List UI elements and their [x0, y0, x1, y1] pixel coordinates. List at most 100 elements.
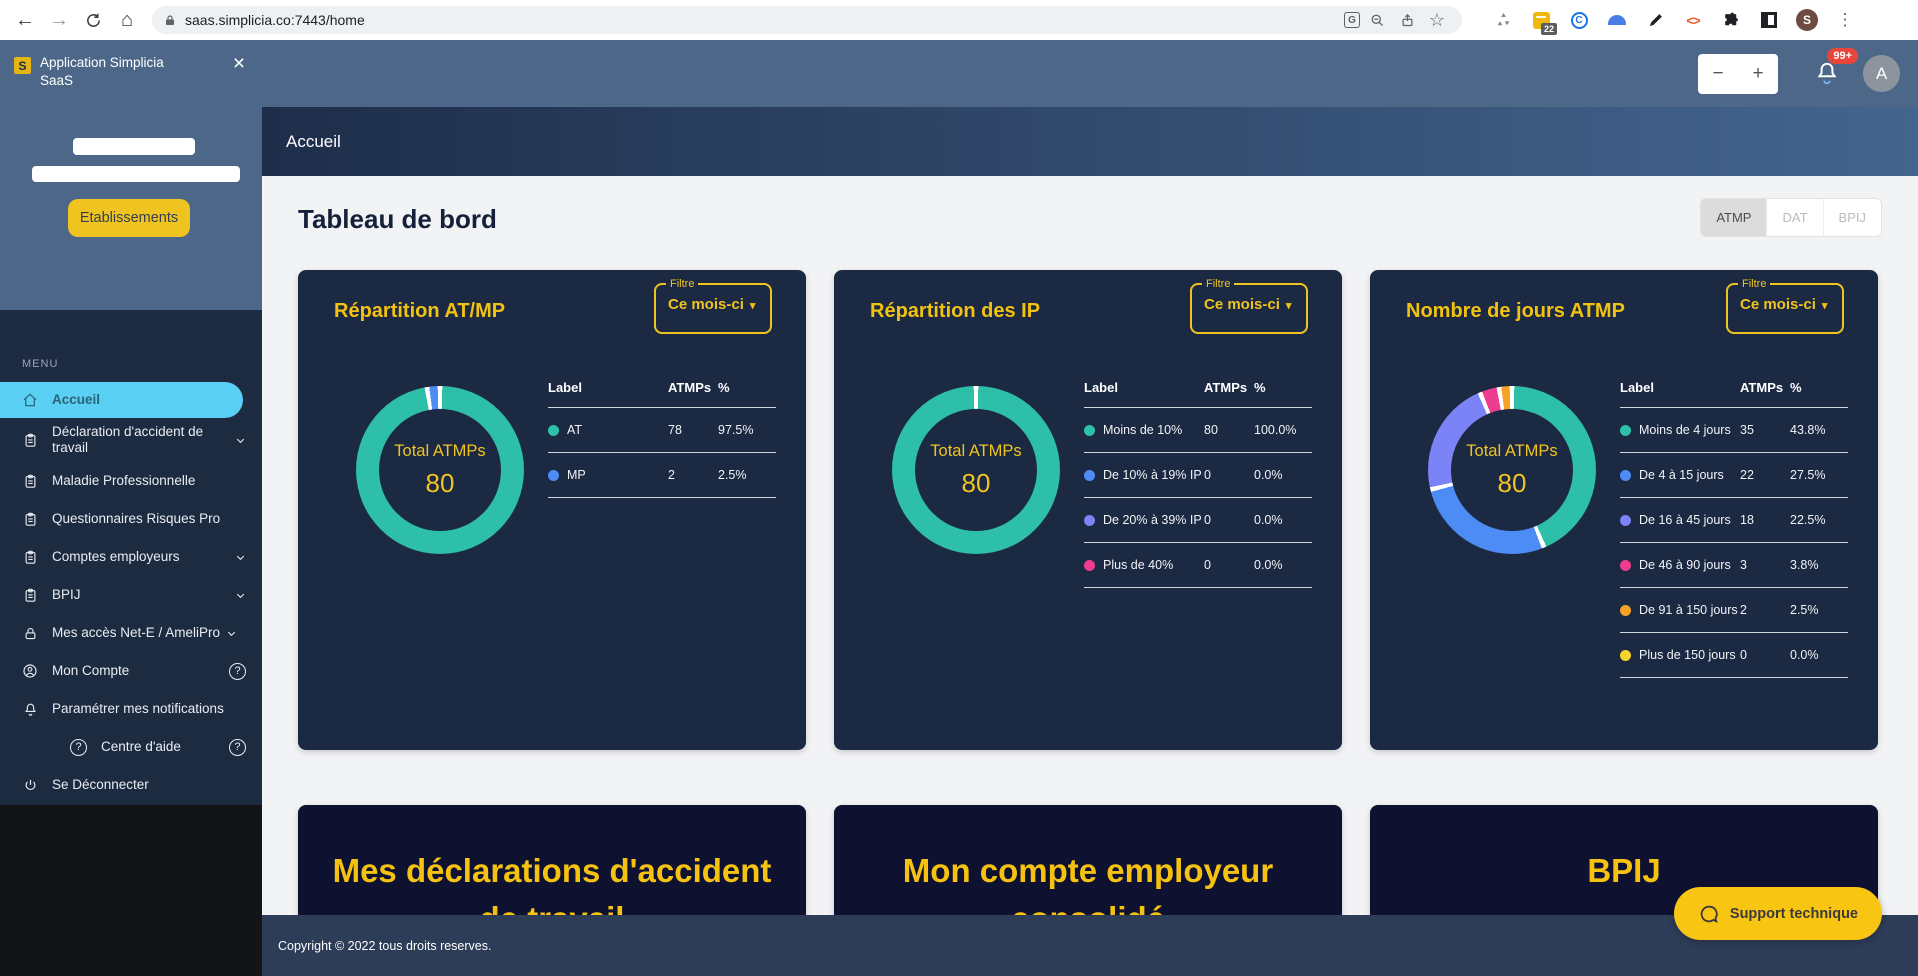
home-button[interactable]: ⌂ [120, 8, 134, 31]
code-extension-icon[interactable]: <> [1686, 12, 1700, 28]
chevron-down-icon [235, 590, 246, 601]
caret-down-icon: ▾ [1821, 300, 1828, 312]
help-icon[interactable]: ? [229, 662, 246, 680]
bell-icon [22, 701, 38, 717]
series-dot [1620, 604, 1631, 616]
table-row: De 16 à 45 jours 18 22.5% [1620, 498, 1848, 543]
help-icon[interactable]: ? [228, 738, 246, 756]
arc-extension-icon[interactable] [1606, 9, 1628, 31]
donut-total-value: 80 [961, 467, 991, 498]
clipboard-icon [22, 587, 38, 603]
sidebar: S Application Simplicia SaaS × Etablisse… [0, 40, 262, 976]
sidebar-item-parametrer-notifications[interactable]: Paramétrer mes notifications [0, 690, 262, 728]
zoom-in-button[interactable]: + [1752, 63, 1764, 84]
share-icon[interactable] [1394, 9, 1420, 31]
chart-cards-row: Répartition AT/MP Filtre Ce mois-ci ▾ Tot… [298, 270, 1882, 750]
series-dot [548, 469, 559, 481]
table-row: De 91 à 150 jours 2 2.5% [1620, 588, 1848, 633]
clipboard-icon [22, 473, 38, 489]
skeleton-bar [73, 138, 195, 155]
sidebar-item-declaration-accident[interactable]: Déclaration d'accident de travail [0, 418, 262, 462]
table-row: Moins de 10% 80 100.0% [1084, 408, 1312, 453]
donut-total-value: 80 [425, 467, 455, 498]
sidebar-item-comptes-employeurs[interactable]: Comptes employeurs [0, 538, 262, 576]
tab-atmp[interactable]: ATMP [1701, 199, 1767, 236]
chevron-down-icon [235, 552, 246, 563]
extensions-bar: 22 C <> S ⋮ [1476, 9, 1856, 35]
notifications-bell[interactable]: 99+ [1814, 48, 1858, 90]
card-nombre-jours-atmp: Nombre de jours ATMP Filtre Ce mois-ci ▾ … [1370, 270, 1878, 750]
pencil-extension-icon[interactable] [1644, 9, 1666, 31]
page-banner: Accueil [262, 107, 1918, 176]
etablissements-button[interactable]: Etablissements [68, 199, 190, 237]
table-row: Plus de 40% 0 0.0% [1084, 543, 1312, 588]
series-dot [1084, 559, 1095, 571]
filter-dropdown[interactable]: Filtre Ce mois-ci ▾ [1726, 278, 1844, 334]
series-dot [1620, 424, 1631, 436]
translate-icon[interactable]: G [1344, 12, 1360, 28]
window-extension-icon[interactable] [1758, 9, 1780, 31]
zoom-search-icon[interactable] [1364, 9, 1390, 31]
card-repartition-ip: Répartition des IP Filtre Ce mois-ci ▾ To… [834, 270, 1342, 750]
bookmark-star-icon[interactable]: ☆ [1428, 9, 1446, 30]
sidebar-item-se-deconnecter[interactable]: Se Déconnecter [0, 766, 262, 804]
series-dot [1620, 514, 1631, 526]
series-dot [1084, 424, 1095, 436]
support-button[interactable]: Support technique [1673, 887, 1882, 940]
sidebar-item-accueil[interactable]: Accueil [0, 382, 243, 418]
notification-badge: 99+ [1827, 48, 1858, 64]
table-row: De 20% à 39% IP 0 0.0% [1084, 498, 1312, 543]
clipboard-icon [22, 511, 38, 527]
question-icon: ? [70, 738, 88, 756]
back-button[interactable]: ← [15, 8, 35, 31]
sidebar-item-mes-acces[interactable]: Mes accès Net-E / AmeliPro [0, 614, 262, 652]
caret-down-icon: ▾ [1285, 300, 1292, 312]
donut-center-label: Total ATMPs [394, 441, 486, 460]
app-logo: S [14, 57, 31, 74]
view-toggle-group: ATMP DAT BPIJ [1700, 198, 1882, 237]
sidebar-item-maladie-professionnelle[interactable]: Maladie Professionnelle [0, 462, 262, 500]
app-root: S Application Simplicia SaaS × Etablisse… [0, 40, 1918, 976]
dashboard-content: Tableau de bord ATMP DAT BPIJ Répartitio… [262, 176, 1918, 976]
clipboard-icon [22, 549, 38, 565]
sidebar-menu: MENU Accueil Déclaration d'accident de t… [0, 310, 262, 805]
tab-bpij[interactable]: BPIJ [1822, 199, 1881, 236]
refresh-button[interactable] [76, 3, 110, 37]
chat-icon [1698, 903, 1720, 925]
table-row: MP 2 2.5% [548, 453, 776, 498]
puzzle-extensions-icon[interactable] [1720, 9, 1742, 31]
home-icon [22, 392, 38, 408]
address-bar[interactable]: saas.simplicia.co:7443/home G ☆ [152, 6, 1462, 34]
donut-total-value: 80 [1497, 467, 1527, 498]
filter-dropdown[interactable]: Filtre Ce mois-ci ▾ [654, 278, 772, 334]
lock-icon [164, 14, 176, 27]
sidebar-item-bpij[interactable]: BPIJ [0, 576, 262, 614]
browser-menu-button[interactable]: ⋮ [1836, 10, 1854, 29]
sidebar-item-questionnaires-risques-pro[interactable]: Questionnaires Risques Pro [0, 500, 262, 538]
legend-table: Label ATMPs% AT 78 97.5% MP 2 2.5% [548, 370, 776, 498]
user-avatar[interactable]: A [1863, 55, 1900, 92]
tab-dat[interactable]: DAT [1766, 199, 1823, 236]
zoom-out-button[interactable]: − [1712, 63, 1724, 84]
donut-center-label: Total ATMPs [1466, 441, 1558, 460]
legend-table: Label ATMPs% Moins de 4 jours 35 43.8% De … [1620, 370, 1848, 678]
chevron-down-icon [235, 435, 246, 446]
chevron-down-icon [226, 628, 237, 639]
table-row: Plus de 150 jours 0 0.0% [1620, 633, 1848, 678]
c-extension-icon[interactable]: C [1568, 9, 1590, 31]
notes-extension-icon[interactable]: 22 [1530, 9, 1557, 35]
series-dot [1620, 469, 1631, 481]
table-row: De 4 à 15 jours 22 27.5% [1620, 453, 1848, 498]
filter-dropdown[interactable]: Filtre Ce mois-ci ▾ [1190, 278, 1308, 334]
series-dot [1084, 514, 1095, 526]
browser-profile-avatar[interactable]: S [1796, 9, 1818, 31]
donut-chart: Total ATMPs 80 [356, 386, 524, 554]
card-repartition-atmp: Répartition AT/MP Filtre Ce mois-ci ▾ Tot… [298, 270, 806, 750]
recycle-extension-icon[interactable] [1492, 9, 1514, 31]
sidebar-item-mon-compte[interactable]: Mon Compte ? [0, 652, 262, 690]
sidebar-close-button[interactable]: × [232, 52, 246, 75]
app-title: Application Simplicia SaaS [40, 55, 164, 88]
forward-button[interactable]: → [49, 8, 69, 31]
sidebar-item-centre-aide[interactable]: ? Centre d'aide ? [0, 728, 262, 766]
table-row: Moins de 4 jours 35 43.8% [1620, 408, 1848, 453]
